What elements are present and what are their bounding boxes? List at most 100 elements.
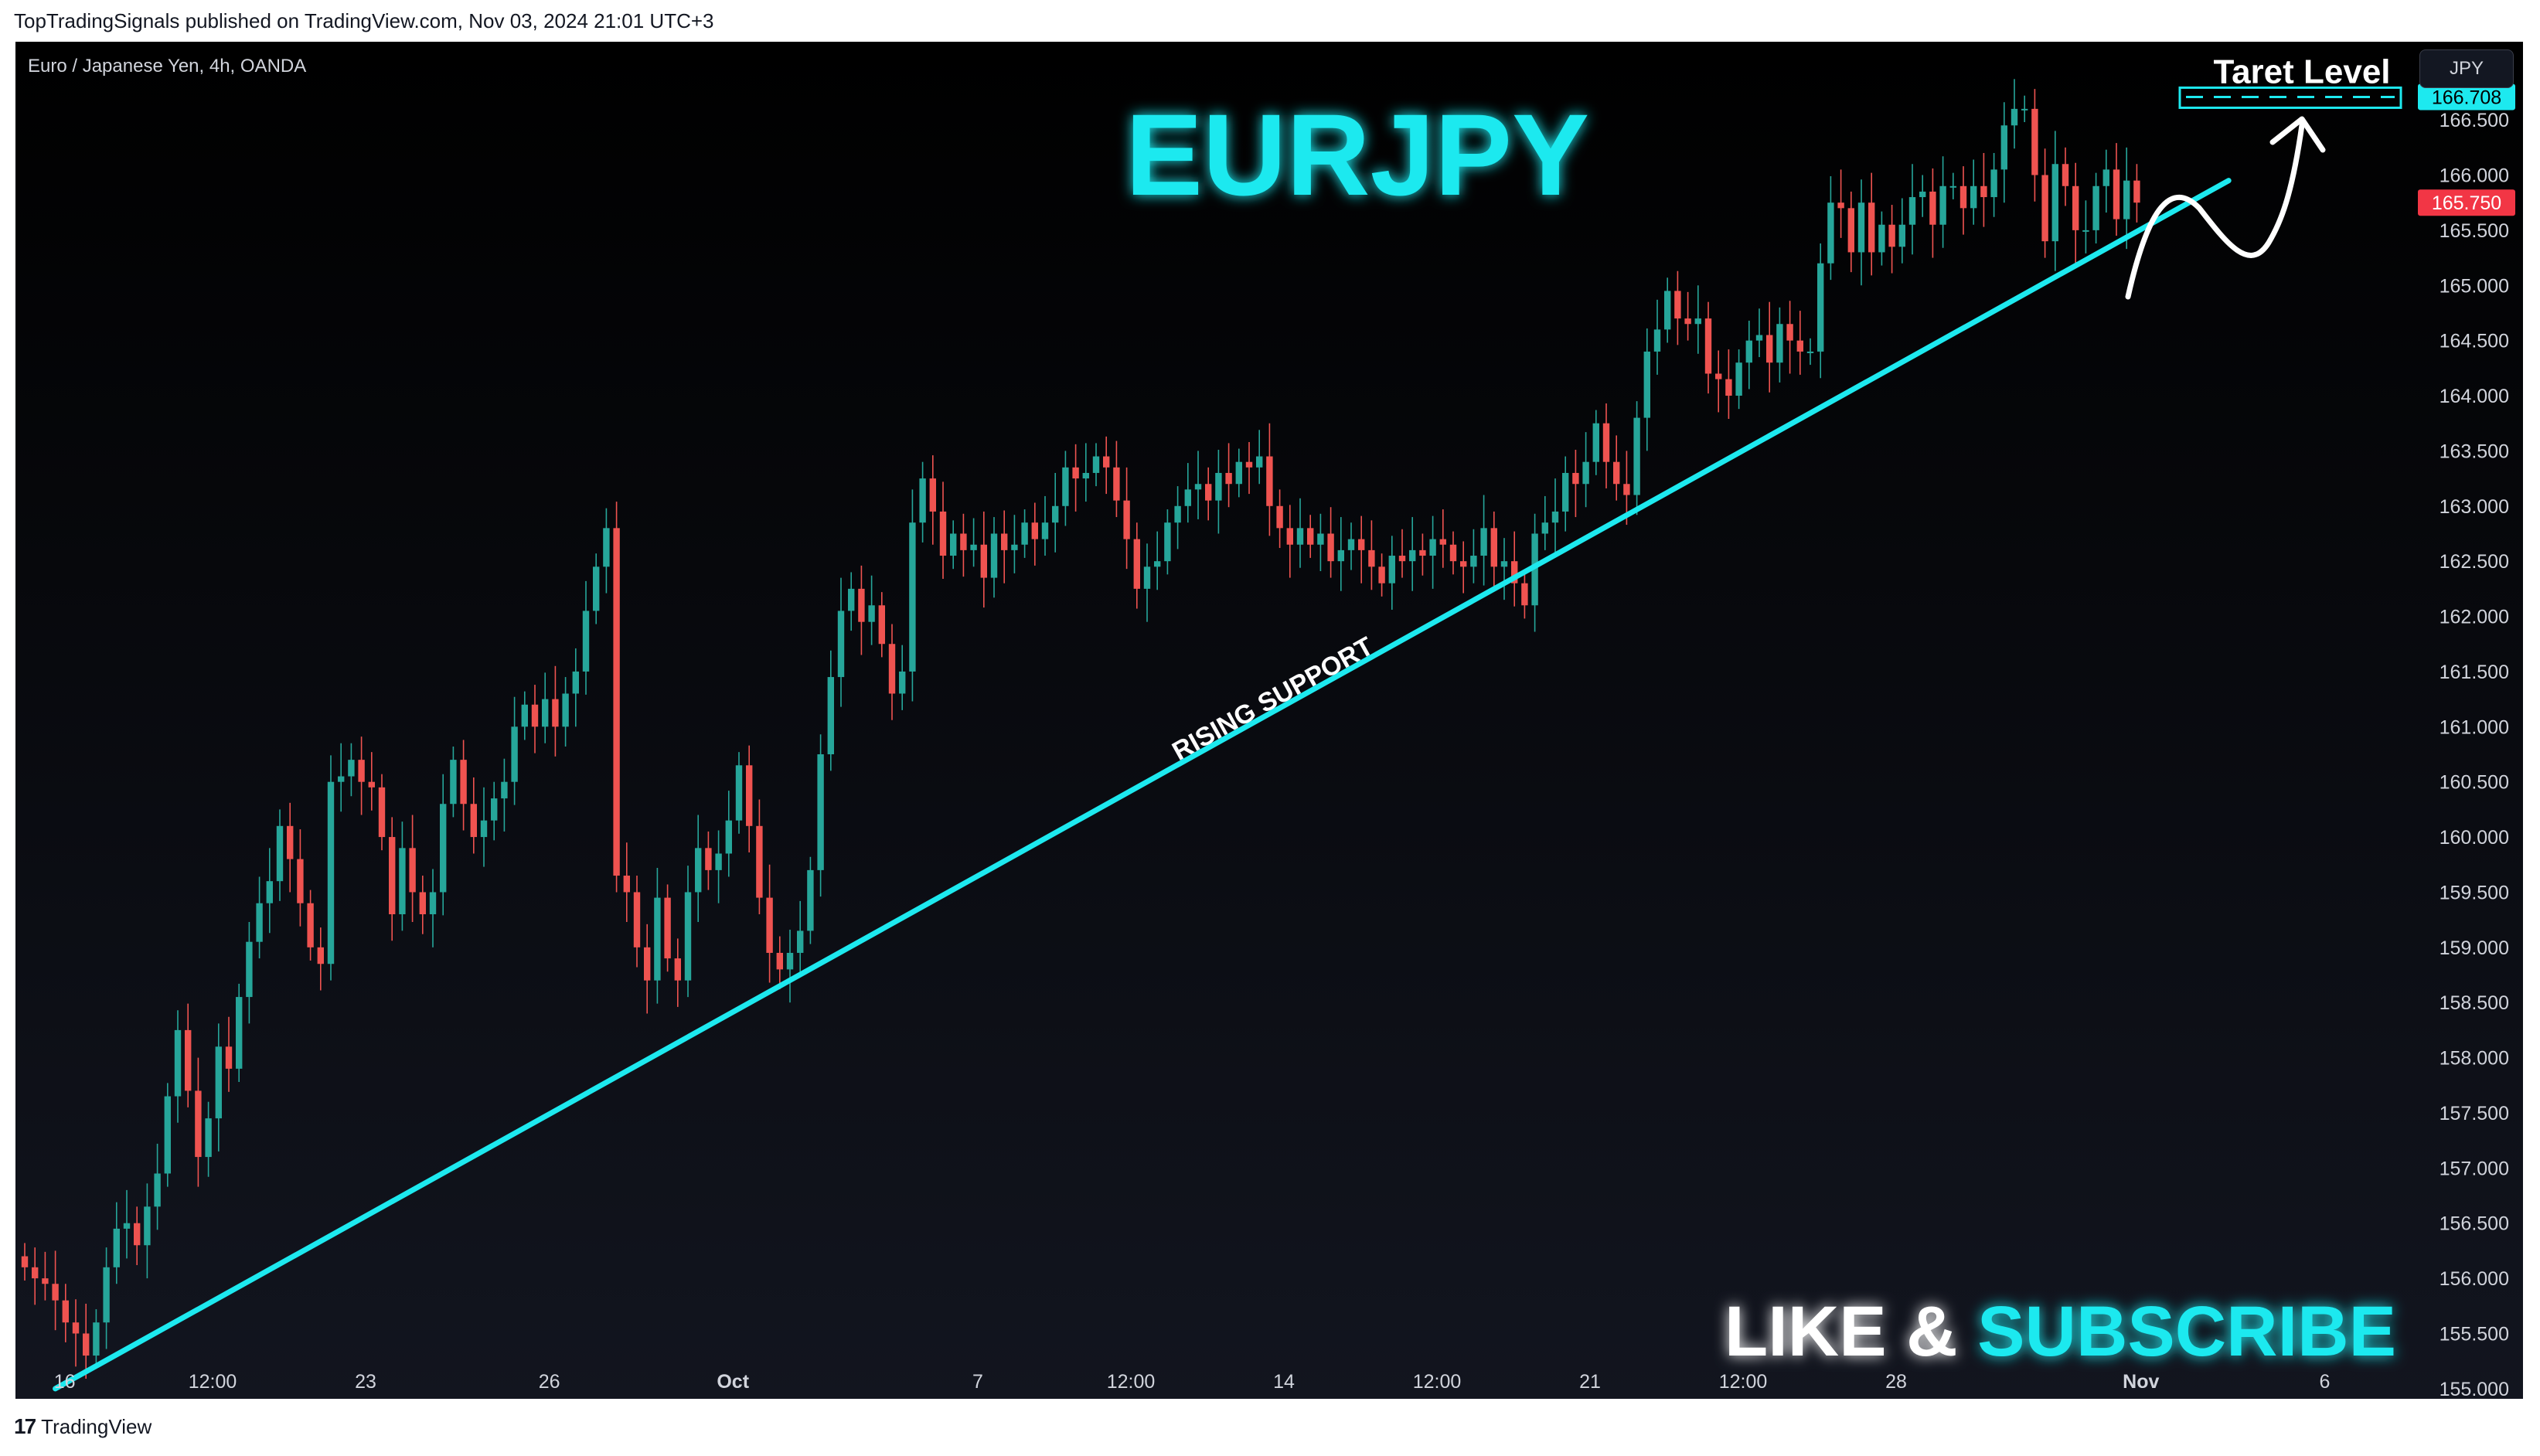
- candle-body: [1103, 456, 1110, 468]
- y-tick-label: 156.500: [2440, 1213, 2509, 1235]
- candle-body: [2011, 108, 2018, 126]
- candle-body: [450, 760, 457, 805]
- candle-body: [2062, 164, 2069, 186]
- publisher-header: TopTradingSignals published on TradingVi…: [14, 9, 714, 32]
- candle-body: [317, 947, 324, 964]
- candle-body: [1551, 511, 1559, 523]
- candle-body: [1572, 472, 1579, 485]
- candle-body: [1908, 197, 1916, 225]
- candle-body: [980, 544, 987, 578]
- candle-body: [705, 848, 712, 870]
- candle-body: [1541, 522, 1548, 534]
- candle-body: [236, 997, 243, 1069]
- candle-body: [725, 820, 732, 854]
- candle-body: [1674, 291, 1681, 319]
- candle-body: [960, 533, 967, 550]
- candle-body: [1031, 522, 1038, 539]
- candle-body: [440, 804, 447, 893]
- y-tick-label: 161.500: [2440, 662, 2509, 683]
- x-tick-label: 23: [355, 1371, 376, 1393]
- candlestick-chart[interactable]: RISING SUPPORT Taret Level EURJPY LIKE & SU…: [15, 42, 2523, 1399]
- target-price-tag-bg: [2418, 83, 2515, 111]
- candle-body: [1694, 318, 1701, 325]
- candle-body: [1449, 544, 1457, 562]
- candle-body: [164, 1096, 171, 1174]
- y-tick-label: 160.500: [2440, 772, 2509, 794]
- candle-body: [307, 903, 314, 947]
- candle-body: [929, 478, 936, 512]
- candle-body: [1796, 340, 1803, 352]
- candle-body: [185, 1029, 192, 1091]
- candle-body: [878, 605, 885, 645]
- y-tick-label: 165.000: [2440, 275, 2509, 297]
- candle-body: [1225, 472, 1232, 485]
- candle-body: [1888, 224, 1895, 247]
- candle-body: [1256, 456, 1263, 468]
- candle-body: [72, 1322, 80, 1334]
- tradingview-logo-icon[interactable]: 17: [14, 1414, 36, 1438]
- x-tick-label: 26: [539, 1371, 560, 1393]
- candle-body: [389, 837, 396, 914]
- candle-body: [215, 1046, 222, 1119]
- candle-body: [919, 478, 926, 523]
- candle-body: [899, 671, 906, 694]
- candle-body: [1235, 461, 1242, 485]
- x-tick-label: Oct: [717, 1371, 749, 1393]
- candle-body: [1072, 467, 1079, 479]
- candle-body: [1266, 456, 1273, 506]
- chart-panel[interactable]: RISING SUPPORT Taret Level EURJPY LIKE & SU…: [15, 42, 2523, 1399]
- candle-body: [1429, 539, 1436, 556]
- candle-body: [888, 644, 896, 694]
- candle-body: [1562, 472, 1569, 512]
- candle-body: [501, 781, 508, 799]
- y-tick-label: 165.500: [2440, 220, 2509, 242]
- candle-body: [1755, 335, 1763, 341]
- candle-body: [2072, 185, 2079, 230]
- x-tick-label: 12:00: [1719, 1371, 1768, 1393]
- candle-body: [1847, 208, 1854, 253]
- candle-body: [950, 533, 957, 556]
- candle-body: [327, 781, 335, 964]
- target-price-tag: 166.708: [2432, 87, 2501, 108]
- candle-body: [970, 544, 977, 550]
- candle-body: [1460, 561, 1467, 567]
- candle-body: [868, 605, 875, 622]
- candle-body: [338, 776, 345, 782]
- candle-body: [378, 787, 386, 838]
- candle-body: [1827, 202, 1834, 264]
- rising-support-line: [53, 178, 2232, 1392]
- target-level-box: [2178, 86, 2402, 109]
- candle-body: [1919, 191, 1926, 198]
- trendline-label: RISING SUPPORT: [1167, 631, 1378, 767]
- candle-body: [1613, 461, 1620, 485]
- candle-body: [684, 892, 692, 981]
- candle-body: [1347, 539, 1355, 550]
- candle-body: [1470, 556, 1477, 567]
- candle-body: [572, 671, 579, 694]
- candle-body: [103, 1267, 110, 1323]
- candle-body: [1490, 528, 1497, 567]
- candle-body: [1592, 423, 1599, 462]
- candle-body: [837, 611, 845, 678]
- candle-body: [429, 892, 437, 914]
- candle-body: [1511, 561, 1518, 583]
- candle-body: [93, 1322, 100, 1356]
- candle-body: [491, 798, 498, 821]
- currency-selector[interactable]: JPY: [2419, 49, 2514, 88]
- candle-body: [1378, 566, 1385, 583]
- candle-body: [511, 726, 518, 782]
- y-tick-label: 164.500: [2440, 331, 2509, 352]
- candle-body: [1337, 549, 1344, 562]
- candle-body: [1929, 191, 1936, 225]
- candle-body: [123, 1223, 131, 1229]
- candle-body: [1133, 539, 1140, 589]
- candle-body: [1164, 522, 1171, 562]
- footer-brand[interactable]: TradingView: [41, 1414, 152, 1438]
- y-tick-label: 158.000: [2440, 1048, 2509, 1070]
- symbol-description[interactable]: Euro / Japanese Yen, 4h, OANDA: [28, 56, 307, 77]
- cta-like: LIKE &: [1725, 1292, 1977, 1371]
- candle-body: [1643, 351, 1650, 418]
- candle-body: [2041, 175, 2048, 242]
- candle-body: [174, 1029, 182, 1097]
- candle-body: [2082, 230, 2089, 232]
